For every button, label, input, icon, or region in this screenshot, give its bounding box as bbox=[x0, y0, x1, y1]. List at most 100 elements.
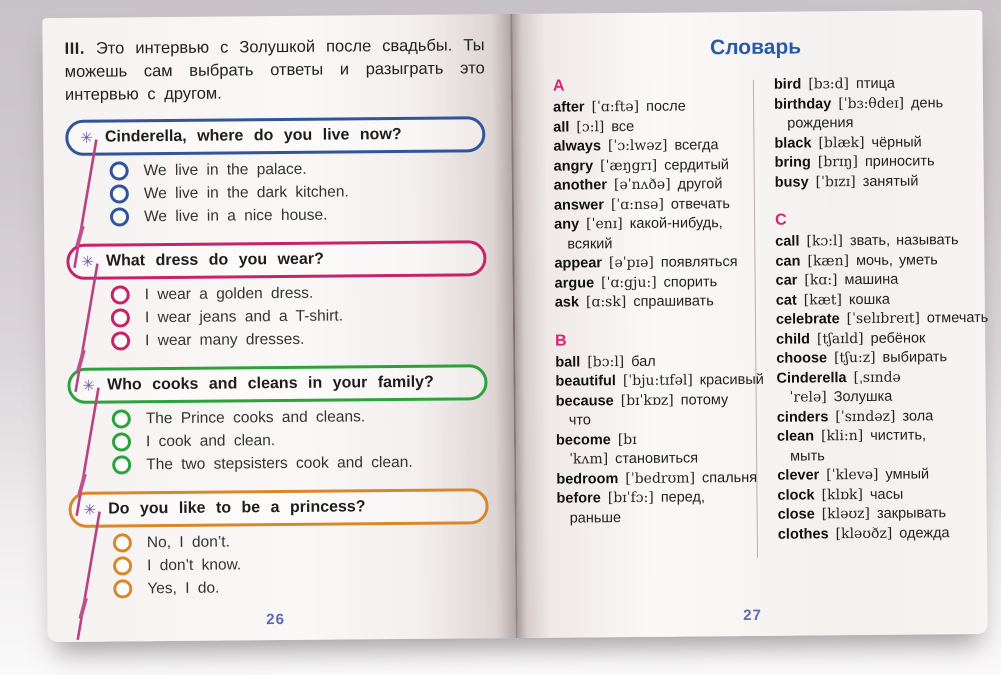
answer-circle-icon bbox=[111, 409, 131, 429]
answer-circle-icon bbox=[110, 308, 130, 328]
question-block: ✳ Who cooks and cleans in your family? The… bbox=[67, 364, 489, 517]
option-text: I wear a golden dress. bbox=[144, 284, 314, 303]
question-pill: ✳ Cinderella, where do you live now? bbox=[65, 116, 486, 156]
exercise-number: III. bbox=[64, 39, 85, 58]
dict-entry: choose [tʃu:z] выбирать bbox=[776, 348, 961, 369]
entry-transcription: [ˈbɜ:θdeɪ] bbox=[838, 95, 905, 112]
question-pill: ✳ Who cooks and cleans in your family? bbox=[67, 364, 488, 404]
entry-transcription: [kləʊðz] bbox=[835, 525, 893, 542]
entry-translation: кошка bbox=[848, 291, 890, 308]
sparkle-star-icon: ✳ bbox=[82, 377, 96, 395]
entry-word: argue bbox=[554, 274, 595, 292]
answer-circle-icon bbox=[109, 184, 129, 204]
dict-entry: appear [əˈpɪə] появляться bbox=[554, 253, 741, 274]
dict-entry: bird [bɜ:d] птица bbox=[774, 74, 959, 95]
entry-transcription: [blæk] bbox=[818, 134, 865, 151]
question-block: ✳ Do you like to be a princess? No, I don’… bbox=[68, 488, 490, 641]
answer-circle-icon bbox=[111, 331, 131, 351]
dict-group: bird [bɜ:d] птица birthday [ˈbɜ:θdeɪ] день ро… bbox=[774, 74, 960, 193]
question-text: Who cooks and cleans in your family? bbox=[107, 373, 434, 394]
entry-transcription: [brɪŋ] bbox=[817, 154, 858, 171]
option-text: I wear jeans and a T-shirt. bbox=[144, 307, 344, 326]
entry-word: always bbox=[553, 138, 602, 155]
dict-entry: clothes [kləʊðz] одежда bbox=[778, 524, 963, 545]
entry-word: cinders bbox=[776, 408, 829, 426]
entry-transcription: [tʃu:z] bbox=[833, 349, 876, 367]
question-pill: ✳ What dress do you wear? bbox=[66, 240, 487, 280]
entry-transcription: [kɑ:] bbox=[804, 272, 838, 289]
option-text: I cook and clean. bbox=[145, 431, 276, 450]
entry-transcription: [ˈɑ:ftə] bbox=[591, 98, 640, 116]
entry-translation: сердитый bbox=[664, 156, 730, 174]
entry-word: bring bbox=[774, 154, 811, 171]
answer-circle-icon bbox=[109, 207, 130, 227]
entry-word: busy bbox=[774, 173, 809, 191]
entry-word: clever bbox=[777, 467, 820, 484]
option-row: I wear jeans and a T-shirt. bbox=[110, 305, 487, 328]
dict-entry: bedroom [ˈbedrʊm] спальня bbox=[556, 469, 757, 490]
option-row: I cook and clean. bbox=[111, 429, 488, 452]
answer-circle-icon bbox=[110, 285, 130, 305]
dict-entry: because [bɪˈkɒz] потому что bbox=[556, 391, 743, 432]
section-letter: A bbox=[552, 77, 565, 95]
questions-list: ✳ Cinderella, where do you live now? We li… bbox=[55, 116, 490, 641]
entry-translation: часы bbox=[869, 486, 904, 503]
dict-entry: another [əˈnʌðə] другой bbox=[554, 175, 741, 196]
option-text: The Prince cooks and cleans. bbox=[145, 407, 366, 427]
entry-translation: зола bbox=[902, 407, 934, 425]
entry-word: birthday bbox=[774, 95, 832, 113]
entry-translation: все bbox=[611, 118, 635, 135]
dict-entry: close [kləʊz] закрывать bbox=[778, 504, 963, 525]
entry-transcription: [ˈbɪzɪ] bbox=[815, 173, 856, 190]
entry-word: clean bbox=[776, 428, 815, 445]
dict-column-2: bird [bɜ:d] птица birthday [ˈbɜ:θdeɪ] день ро… bbox=[756, 74, 989, 564]
answer-circle-icon bbox=[112, 455, 132, 475]
entry-translation: приносить bbox=[864, 153, 935, 170]
question-text: Do you like to be a princess? bbox=[108, 498, 366, 518]
entry-word: after bbox=[553, 99, 585, 116]
options-list: I wear a golden dress. I wear jeans and a… bbox=[110, 282, 488, 351]
entry-transcription: [kæt] bbox=[803, 291, 843, 308]
entry-translation: умный bbox=[885, 466, 930, 483]
entry-transcription: [bɜ:d] bbox=[808, 76, 850, 93]
section-letter: C bbox=[775, 211, 787, 229]
entry-word: ball bbox=[555, 353, 581, 371]
entry-translation: отмечать bbox=[926, 309, 989, 327]
option-text: The two stepsisters cook and clean. bbox=[146, 453, 413, 473]
option-text: I don’t know. bbox=[146, 555, 242, 574]
entry-translation: птица bbox=[855, 75, 896, 93]
options-list: The Prince cooks and cleans. I cook and c… bbox=[111, 406, 489, 475]
exercise-instruction-text: Это интервью с Золушкой после свадьбы. Т… bbox=[64, 36, 485, 104]
dict-entry: car [kɑ:] машина bbox=[776, 270, 961, 291]
entry-transcription: [klɒk] bbox=[821, 486, 863, 503]
dict-entry: any [ˈenɪ] какой-нибудь, всякий bbox=[554, 214, 741, 255]
dict-entry: always [ˈɔ:lwəz] всегда bbox=[553, 136, 740, 157]
entry-word: car bbox=[775, 272, 798, 289]
sparkle-star-icon: ✳ bbox=[81, 253, 95, 271]
dict-entry: celebrate [ˈselɪbreɪt] отмечать bbox=[776, 309, 989, 330]
entry-translation: спорить bbox=[663, 273, 718, 291]
entry-translation: мочь, уметь bbox=[855, 251, 938, 269]
exercise-instruction: III. Это интервью с Золушкой после свадь… bbox=[64, 34, 485, 107]
entry-transcription: [ˈɔ:lwəz] bbox=[607, 137, 668, 155]
option-row: Yes, I do. bbox=[113, 576, 489, 599]
option-row: We live in the palace. bbox=[109, 158, 486, 181]
options-list: No, I don’t. I don’t know. Yes, I do. bbox=[112, 530, 490, 599]
answer-circle-icon bbox=[113, 579, 133, 599]
vocabulary-title: Словарь bbox=[709, 35, 802, 60]
dict-entry: cinders [ˈsɪndəz] зола bbox=[777, 407, 962, 428]
entry-translation: отвечать bbox=[670, 195, 730, 213]
entry-translation: другой bbox=[677, 176, 723, 193]
page-number-right: 27 bbox=[743, 606, 762, 625]
entry-word: all bbox=[553, 119, 570, 136]
entry-transcription: [əˈpɪə] bbox=[608, 254, 654, 272]
dict-entry: can [kæn] мочь, уметь bbox=[775, 251, 960, 272]
dict-entry: busy [ˈbɪzɪ] занятый bbox=[775, 172, 960, 193]
question-pill: ✳ Do you like to be a princess? bbox=[68, 488, 489, 528]
answer-circle-icon bbox=[109, 161, 129, 181]
dict-entry: call [kɔ:l] звать, называть bbox=[775, 231, 960, 252]
entry-translation: одежда bbox=[899, 524, 950, 542]
entry-transcription: [kli:n] bbox=[820, 427, 864, 445]
